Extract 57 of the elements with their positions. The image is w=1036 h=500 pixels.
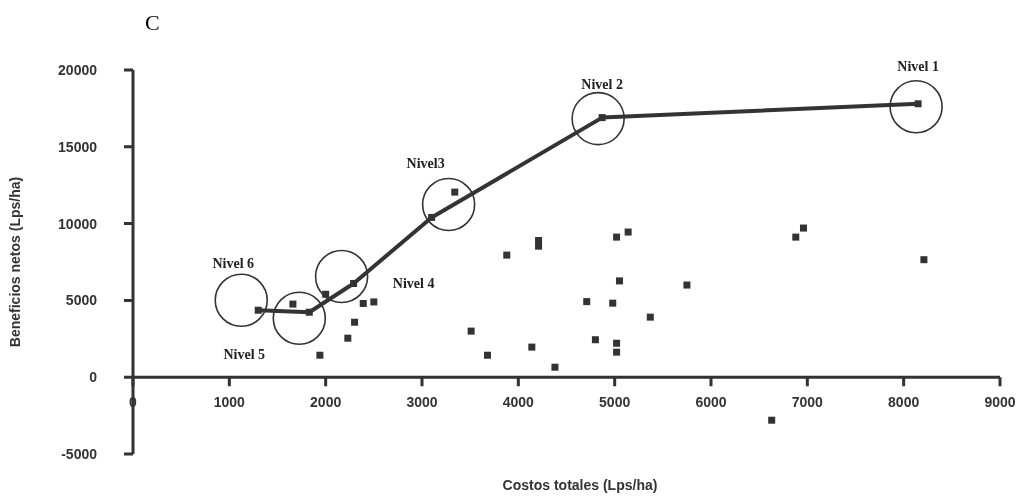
point <box>598 114 606 122</box>
x-tick-label: 7000 <box>791 394 824 411</box>
point <box>799 224 807 232</box>
x-tick-label: 8000 <box>888 394 920 411</box>
annotation: Nivel3 <box>406 156 445 172</box>
annotation: Nivel 2 <box>581 76 623 92</box>
point <box>370 298 378 306</box>
x-tick-label: 4000 <box>502 394 535 411</box>
point <box>591 336 599 344</box>
point <box>344 334 352 342</box>
x-tick-label: 2000 <box>310 394 342 411</box>
x-tick-label: 3000 <box>406 394 438 411</box>
point <box>609 299 617 307</box>
point <box>428 213 436 221</box>
point <box>528 343 536 351</box>
point <box>683 281 691 289</box>
point <box>254 306 262 314</box>
y-tick-label: 15000 <box>58 138 98 155</box>
point <box>503 251 511 259</box>
point <box>583 298 591 306</box>
annotation: Nivel 5 <box>223 347 266 363</box>
point <box>613 339 621 347</box>
point <box>646 313 654 321</box>
point <box>484 351 492 359</box>
y-axis-title: Beneficios netos (Lps/ha) <box>7 176 23 348</box>
point <box>914 100 922 108</box>
point <box>289 300 297 308</box>
annotation: Nivel 6 <box>212 256 255 272</box>
chart-title: C <box>145 10 160 35</box>
point <box>551 363 559 371</box>
point <box>451 188 459 196</box>
point <box>535 237 543 244</box>
x-tick-label: 1000 <box>213 394 246 411</box>
x-tick-label: 6000 <box>695 394 727 411</box>
point <box>615 277 623 285</box>
annotation: Nivel 4 <box>392 276 435 292</box>
point <box>613 233 621 241</box>
point <box>613 348 621 356</box>
y-tick-label: -5000 <box>61 445 98 462</box>
point <box>920 256 928 264</box>
point <box>305 308 313 316</box>
point <box>467 327 475 335</box>
point <box>316 351 324 359</box>
point <box>768 416 776 424</box>
annotation: Nivel 1 <box>897 58 939 74</box>
x-axis-title: Costos totales (Lps/ha) <box>502 477 658 493</box>
point <box>351 318 359 326</box>
y-tick-label: 10000 <box>58 215 98 232</box>
point <box>350 280 358 287</box>
y-tick-label: 20000 <box>58 61 98 78</box>
x-tick-label: 9000 <box>984 394 1016 411</box>
y-tick-label: 0 <box>89 369 98 386</box>
point <box>792 233 800 241</box>
x-tick-label: 5000 <box>599 394 631 411</box>
y-tick-label: 5000 <box>65 292 98 309</box>
point <box>359 299 367 307</box>
point <box>624 228 632 236</box>
